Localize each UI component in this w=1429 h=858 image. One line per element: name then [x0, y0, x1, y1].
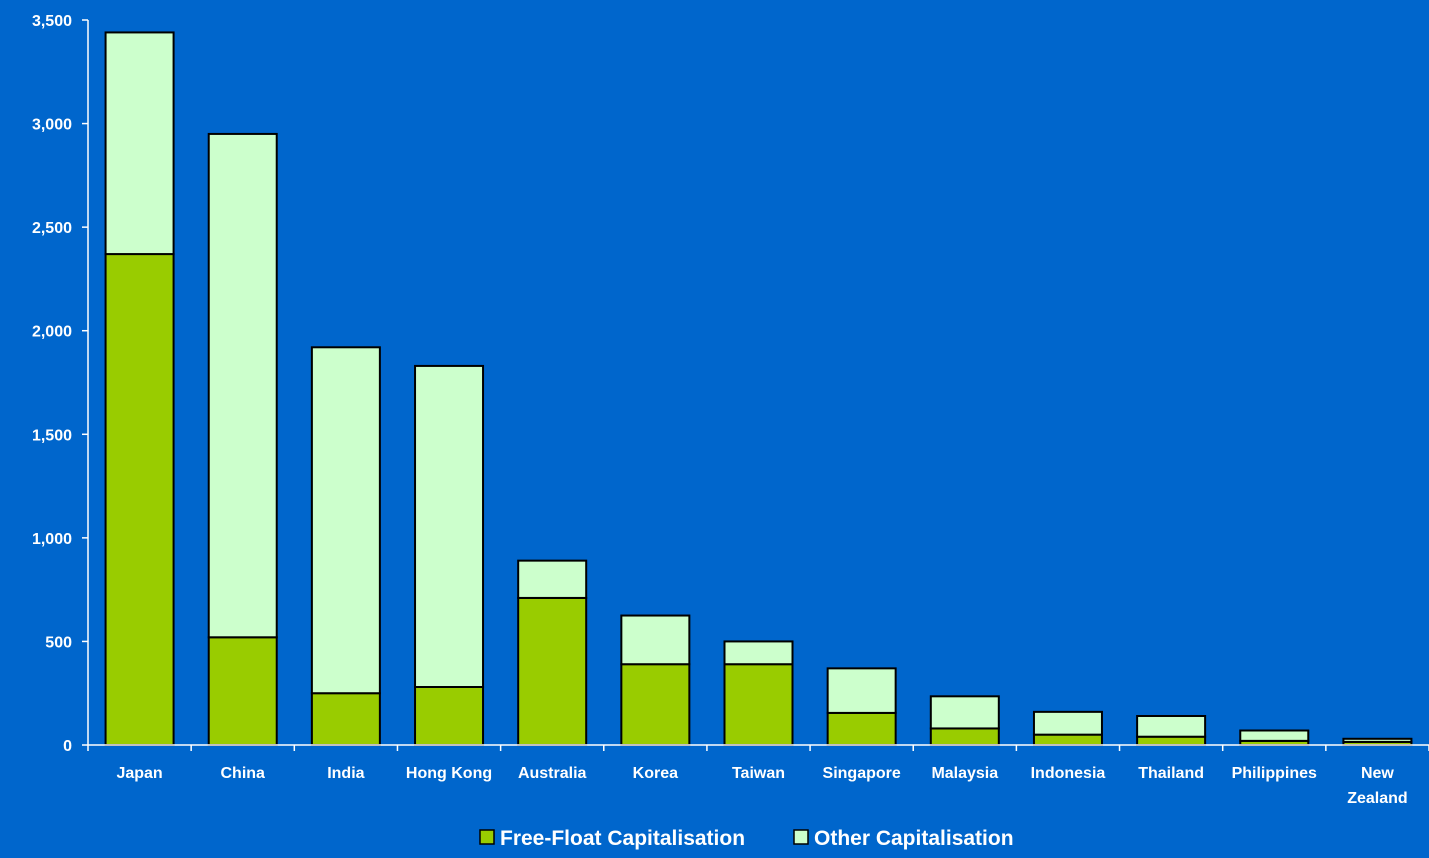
y-tick-label: 1,000: [32, 531, 72, 548]
x-tick-label: Taiwan: [732, 765, 785, 782]
bar-other-australia: [517, 559, 588, 599]
bar-free-float-indonesia: [1032, 733, 1103, 747]
bar-other-india: [310, 346, 381, 695]
bar-free-float-india: [310, 692, 381, 747]
x-tick-label: Singapore: [823, 765, 901, 782]
bar-other-china: [207, 132, 278, 639]
bar-other-indonesia: [1032, 710, 1103, 736]
x-tick-label: Thailand: [1138, 765, 1204, 782]
y-tick-label: 3,500: [32, 13, 72, 30]
y-tick-label: 2,000: [32, 324, 72, 341]
bar-other-new-zealand: [1342, 737, 1413, 743]
y-tick-label: 2,500: [32, 220, 72, 237]
x-tick-label: Japan: [116, 765, 162, 782]
y-tick-label: 1,500: [32, 427, 72, 444]
bar-free-float-taiwan: [723, 663, 794, 747]
bar-other-singapore: [826, 667, 897, 714]
bar-other-thailand: [1136, 715, 1207, 738]
bar-free-float-hong-kong: [414, 686, 485, 746]
bar-other-malaysia: [929, 695, 1000, 730]
bar-free-float-australia: [517, 596, 588, 746]
bar-free-float-singapore: [826, 711, 897, 747]
legend: Free-Float Capitalisation Other Capitalis…: [479, 827, 1014, 850]
bar-free-float-thailand: [1136, 735, 1207, 747]
bar-other-hong-kong: [414, 364, 485, 688]
x-tick-label: China: [221, 765, 266, 782]
x-tick-label: New Zealand: [1347, 765, 1407, 807]
bar-free-float-malaysia: [929, 727, 1000, 746]
x-tick-label: Philippines: [1232, 765, 1317, 782]
legend-label-other: Other Capitalisation: [814, 827, 1014, 850]
bar-other-korea: [620, 614, 691, 666]
legend-swatch-free-float: [479, 829, 495, 845]
x-tick-label: Korea: [633, 765, 678, 782]
bar-free-float-china: [207, 636, 278, 746]
y-tick-label: 0: [63, 738, 72, 755]
bar-other-philippines: [1239, 729, 1310, 742]
legend-swatch-other: [793, 829, 809, 845]
legend-label-free-float: Free-Float Capitalisation: [500, 827, 745, 850]
x-tick-label: India: [327, 765, 364, 782]
bar-free-float-japan: [104, 253, 175, 746]
x-tick-label: Australia: [518, 765, 587, 782]
y-tick-label: 3,000: [32, 117, 72, 134]
x-tick-label: Malaysia: [931, 765, 998, 782]
x-tick-label: Hong Kong: [406, 765, 492, 782]
bar-other-japan: [104, 31, 175, 256]
bar-other-taiwan: [723, 640, 794, 666]
x-tick-label: Indonesia: [1031, 765, 1106, 782]
bar-free-float-korea: [620, 663, 691, 747]
y-tick-label: 500: [45, 634, 72, 651]
